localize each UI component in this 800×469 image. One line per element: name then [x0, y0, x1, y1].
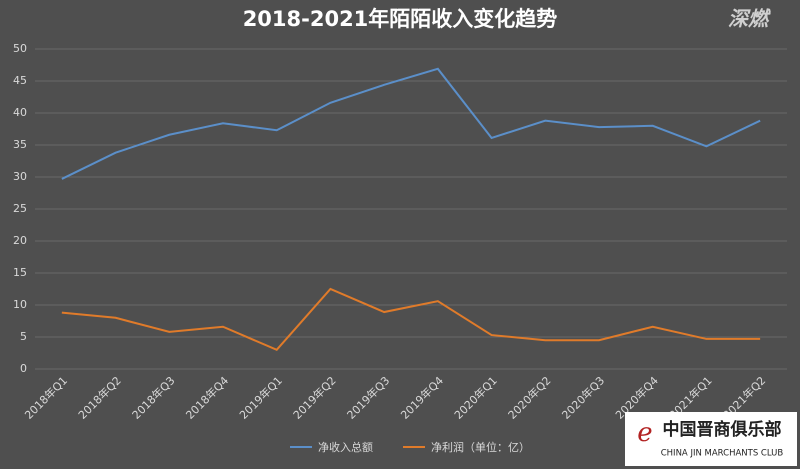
legend-label: 净收入总额	[318, 440, 373, 454]
y-tick-label: 15	[13, 266, 27, 279]
logo-icon: ℯ	[637, 418, 652, 448]
y-tick-label: 25	[13, 202, 27, 215]
logo-subtitle: CHINA JIN MARCHANTS CLUB	[661, 449, 784, 459]
y-tick-label: 30	[13, 170, 27, 183]
series-line	[61, 287, 761, 352]
y-tick-label: 5	[20, 330, 27, 343]
y-tick-label: 50	[13, 42, 27, 55]
y-tick-label: 45	[13, 74, 27, 87]
chart-title: 2018-2021年陌陌收入变化趋势	[243, 7, 558, 31]
legend-label: 净利润（单位：亿）	[431, 440, 530, 454]
y-tick-label: 35	[13, 138, 27, 151]
series-line	[61, 67, 761, 180]
y-tick-label: 0	[20, 362, 27, 375]
logo-box	[625, 412, 797, 466]
y-tick-label: 40	[13, 106, 27, 119]
y-tick-label: 10	[13, 298, 27, 311]
y-tick-label: 20	[13, 234, 27, 247]
logo-title: 中国晋商俱乐部	[663, 419, 782, 440]
watermark: 深燃	[728, 7, 771, 31]
